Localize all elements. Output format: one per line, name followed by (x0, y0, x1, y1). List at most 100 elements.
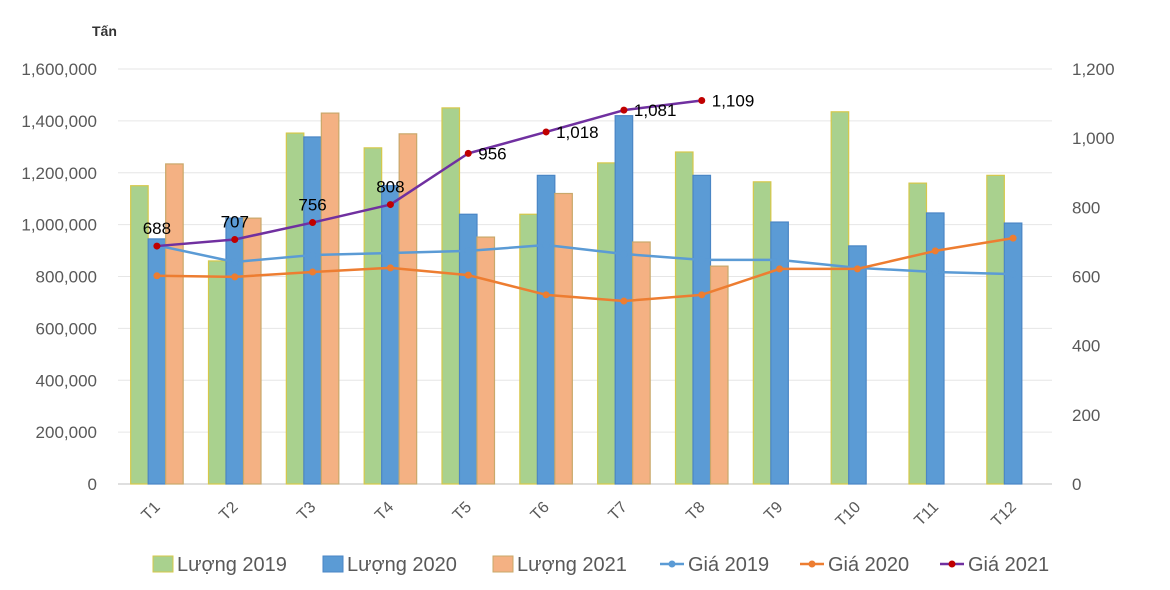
x-tick-label: T1 (139, 499, 164, 524)
left-tick-label: 400,000 (36, 371, 97, 390)
x-tick-label: T9 (761, 499, 786, 524)
bar-lượng-2020 (225, 217, 245, 485)
bar-lượng-2021 (476, 236, 496, 485)
line-point (464, 247, 472, 255)
x-tick-label: T4 (372, 499, 397, 524)
x-tick-label: T8 (683, 499, 708, 524)
bar-lượng-2020 (770, 221, 789, 485)
bar-lượng-2019 (363, 147, 383, 485)
bar-lượng-2020 (536, 174, 556, 485)
line-point (698, 291, 706, 299)
line-point (620, 297, 628, 305)
data-label: 956 (478, 144, 506, 163)
left-tick-label: 200,000 (36, 423, 97, 442)
bar-lượng-2020 (1003, 222, 1023, 485)
legend-swatch (152, 555, 174, 573)
bar-lượng-2020 (692, 174, 712, 485)
data-label: 707 (221, 212, 249, 231)
line-point (153, 272, 161, 280)
legend-marker (668, 560, 676, 568)
bar-lượng-2021 (554, 192, 573, 485)
bar-lượng-2020 (458, 213, 478, 485)
bar-lượng-2019 (674, 151, 694, 485)
bar-lượng-2021 (632, 241, 651, 485)
bar-lượng-2019 (908, 182, 928, 485)
line-point (776, 256, 784, 264)
x-tick-label: T2 (216, 499, 241, 524)
legend-label: Lượng 2021 (517, 554, 627, 576)
line-point (231, 258, 239, 266)
right-tick-label: 800 (1072, 198, 1100, 217)
line-point (309, 219, 317, 227)
left-tick-label: 1,400,000 (21, 112, 97, 131)
line-point (386, 201, 394, 209)
line-point (620, 106, 628, 114)
left-tick-label: 600,000 (36, 319, 97, 338)
line-point (542, 291, 550, 299)
line-point (1009, 270, 1017, 278)
bar-lượng-2019 (597, 162, 616, 485)
bar-lượng-2020 (925, 212, 945, 485)
legend-label: Lượng 2019 (177, 554, 287, 576)
data-label: 1,018 (556, 123, 599, 142)
legend-swatch (492, 555, 514, 573)
legend-label: Giá 2021 (968, 554, 1049, 576)
line-point (698, 96, 706, 104)
line-point (386, 264, 394, 272)
x-tick-label: T10 (833, 499, 865, 531)
bar-lượng-2020 (303, 136, 322, 485)
bar-lượng-2019 (752, 181, 772, 485)
bar-lượng-2019 (207, 260, 227, 485)
bar-lượng-2020 (848, 245, 867, 485)
line-point (542, 128, 550, 136)
line-point (464, 149, 472, 157)
data-label: 1,109 (712, 91, 755, 110)
line-giá-2020 (156, 236, 1014, 303)
line-point (231, 235, 239, 243)
x-tick-label: T12 (988, 499, 1020, 531)
legend-label: Lượng 2020 (347, 554, 457, 576)
line-giá-2019 (156, 243, 1014, 276)
bar-lượng-2021 (320, 112, 340, 485)
bar-lượng-2021 (709, 265, 729, 485)
line-point (464, 271, 472, 279)
left-tick-label: 1,200,000 (21, 164, 97, 183)
legend-marker (948, 560, 956, 568)
legend-label: Giá 2019 (688, 554, 769, 576)
line-point (931, 247, 939, 255)
line-point (620, 250, 628, 258)
line-point (231, 273, 239, 281)
data-label: 688 (143, 219, 171, 238)
right-tick-label: 0 (1072, 475, 1081, 494)
bar-lượng-2019 (986, 174, 1005, 485)
right-tick-label: 600 (1072, 268, 1100, 287)
right-tick-label: 1,000 (1072, 129, 1115, 148)
legend-marker (808, 560, 816, 568)
line-point (386, 249, 394, 257)
line-point (309, 251, 317, 259)
line-point (698, 256, 706, 264)
x-tick-label: T6 (528, 499, 553, 524)
data-label: 756 (298, 196, 326, 215)
line-point (853, 265, 861, 273)
bar-lượng-2021 (165, 163, 184, 485)
line-point (776, 265, 784, 273)
line-point (931, 268, 939, 276)
line-point (309, 268, 317, 276)
y-unit-label: Tấn (92, 23, 117, 39)
bar-lượng-2019 (830, 111, 850, 485)
left-tick-label: 1,000,000 (21, 216, 97, 235)
left-tick-label: 1,600,000 (21, 60, 97, 79)
data-label: 808 (376, 178, 404, 197)
line-point (153, 242, 161, 250)
right-tick-label: 1,200 (1072, 60, 1115, 79)
data-label: 1,081 (634, 101, 677, 120)
x-tick-label: T3 (294, 499, 319, 524)
legend-label: Giá 2020 (828, 554, 909, 576)
x-tick-label: T5 (450, 499, 475, 524)
right-tick-label: 400 (1072, 337, 1100, 356)
bar-lượng-2021 (242, 217, 262, 485)
legend-swatch (322, 555, 344, 573)
